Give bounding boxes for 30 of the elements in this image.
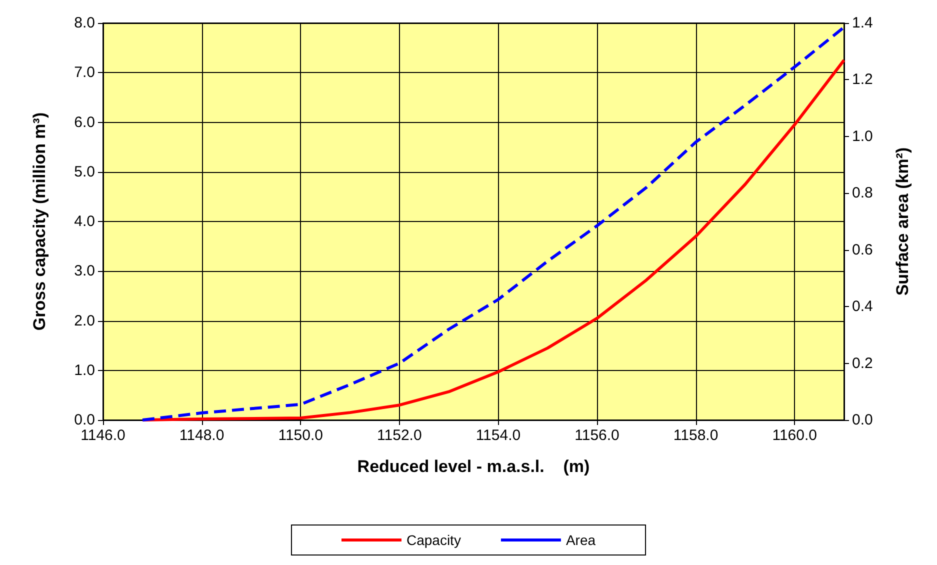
x-tick-label: 1148.0: [179, 427, 224, 444]
y-axis-title: Gross capacity (million m³): [30, 112, 49, 331]
legend-label: Area: [566, 532, 596, 548]
y2-tick-label: 1.4: [852, 14, 873, 32]
y2-tick-label: 0.6: [852, 241, 873, 258]
y-tick-label: 3.0: [74, 262, 95, 280]
y-tick-label: 5.0: [74, 163, 95, 180]
y-tick-label: 1.0: [74, 362, 95, 379]
x-axis-title: Reduced level - m.a.s.l. (m): [357, 457, 590, 476]
y-tick-label: 4.0: [74, 213, 95, 230]
x-tick-label: 1160.0: [772, 427, 817, 444]
x-tick-label: 1158.0: [673, 427, 718, 444]
x-tick-label: 1156.0: [574, 427, 620, 444]
y-tick-label: 8.0: [74, 14, 95, 32]
y-tick-label: 6.0: [74, 114, 95, 131]
y-tick-label: 0.0: [74, 412, 95, 428]
y2-tick-label: 0.0: [852, 412, 873, 428]
y2-tick-label: 0.8: [852, 184, 873, 202]
legend-label: Capacity: [406, 532, 461, 548]
y2-tick-label: 1.2: [852, 71, 873, 88]
y2-tick-label: 0.2: [852, 354, 873, 372]
x-tick-label: 1152.0: [377, 427, 422, 444]
x-tick-label: 1154.0: [476, 427, 521, 444]
y-tick-label: 2.0: [74, 312, 95, 330]
y2-axis-title: Surface area (km²): [893, 147, 912, 296]
y-tick-label: 7.0: [74, 64, 95, 82]
y2-tick-label: 0.4: [852, 298, 873, 316]
x-tick-label: 1146.0: [80, 427, 126, 444]
y2-tick-label: 1.0: [852, 128, 873, 145]
x-tick-label: 1150.0: [278, 427, 323, 444]
